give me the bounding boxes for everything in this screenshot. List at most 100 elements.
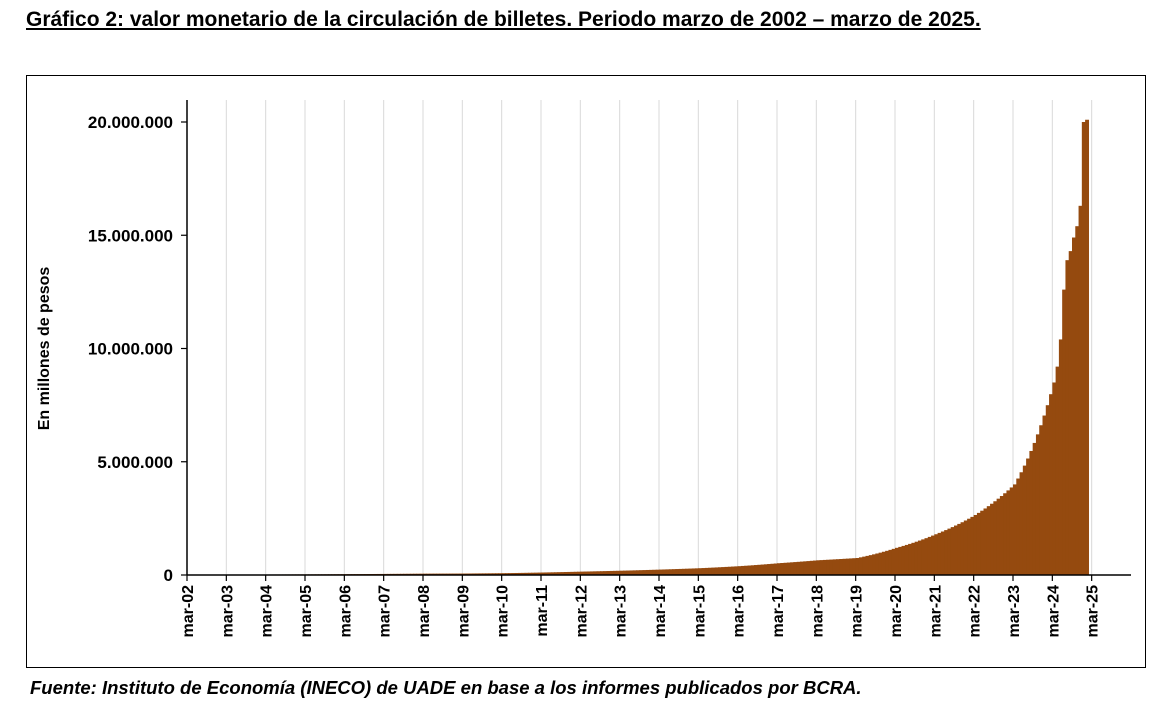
bar bbox=[1058, 339, 1063, 575]
x-tick-label: mar-23 bbox=[1006, 585, 1023, 638]
bar bbox=[862, 556, 867, 575]
bar bbox=[711, 567, 716, 575]
bar bbox=[976, 512, 981, 575]
bar bbox=[819, 560, 824, 575]
bar bbox=[822, 559, 827, 575]
bar bbox=[704, 567, 709, 575]
bar bbox=[724, 566, 729, 575]
bar bbox=[1052, 382, 1057, 575]
bar bbox=[622, 570, 627, 575]
bar bbox=[557, 572, 562, 575]
bar bbox=[468, 573, 473, 575]
x-tick-label: mar-19 bbox=[849, 585, 866, 638]
x-tick-label: mar-22 bbox=[967, 585, 984, 638]
bar bbox=[563, 572, 568, 575]
bar bbox=[600, 571, 604, 575]
bar bbox=[668, 569, 673, 575]
bar bbox=[1013, 484, 1017, 575]
bar bbox=[927, 536, 932, 575]
bar bbox=[511, 573, 516, 575]
bar bbox=[475, 573, 480, 575]
bar bbox=[636, 570, 640, 575]
bar bbox=[944, 530, 949, 575]
bar bbox=[1006, 490, 1011, 575]
y-tick-label: 0 bbox=[164, 566, 173, 585]
bar bbox=[701, 568, 706, 575]
bar bbox=[983, 508, 988, 575]
x-tick-label: mar-12 bbox=[573, 585, 590, 638]
x-tick-label: mar-05 bbox=[298, 585, 315, 638]
bar bbox=[881, 551, 886, 575]
x-tick-label: mar-09 bbox=[455, 585, 472, 638]
bar bbox=[1029, 450, 1034, 575]
bar bbox=[1068, 251, 1073, 576]
bar bbox=[875, 553, 880, 575]
bar bbox=[878, 552, 883, 575]
bar bbox=[613, 570, 617, 575]
bar bbox=[737, 566, 742, 575]
bar bbox=[1032, 442, 1037, 575]
bar bbox=[829, 559, 834, 575]
bar bbox=[760, 564, 765, 575]
bar bbox=[695, 568, 699, 575]
bar bbox=[990, 503, 994, 575]
bar bbox=[947, 528, 952, 575]
bar bbox=[675, 569, 680, 575]
bar bbox=[485, 573, 490, 575]
bar bbox=[662, 569, 667, 575]
bar bbox=[849, 558, 853, 575]
bar bbox=[606, 571, 611, 575]
bar bbox=[691, 568, 696, 575]
bar bbox=[560, 572, 565, 575]
bar bbox=[718, 567, 722, 575]
bar bbox=[767, 564, 772, 575]
bar bbox=[1009, 487, 1014, 575]
x-tick-label: mar-06 bbox=[337, 585, 354, 638]
bar bbox=[888, 549, 893, 575]
bar bbox=[898, 546, 903, 575]
source-note: Fuente: Instituto de Economía (INECO) de… bbox=[30, 677, 862, 698]
bar bbox=[1078, 205, 1083, 575]
bar bbox=[593, 571, 598, 575]
bar bbox=[934, 534, 939, 575]
bar bbox=[858, 557, 863, 575]
bar bbox=[698, 568, 703, 575]
bar bbox=[672, 569, 676, 575]
bar bbox=[914, 541, 919, 575]
bar bbox=[895, 547, 899, 575]
bar bbox=[541, 572, 545, 575]
bar bbox=[678, 568, 683, 575]
y-tick-label: 5.000.000 bbox=[97, 453, 173, 472]
bar bbox=[580, 571, 585, 575]
bar bbox=[577, 571, 581, 575]
x-tick-label: mar-03 bbox=[219, 585, 236, 638]
bar bbox=[921, 539, 926, 575]
bar bbox=[744, 565, 749, 575]
bar bbox=[554, 572, 558, 575]
bar bbox=[891, 548, 896, 575]
bar bbox=[544, 572, 549, 575]
bar bbox=[813, 560, 817, 575]
bar bbox=[567, 571, 572, 575]
bar bbox=[685, 568, 690, 575]
bar bbox=[537, 572, 542, 575]
bar bbox=[1065, 260, 1070, 575]
bar bbox=[799, 561, 804, 575]
chart-frame: 0 5.000.000 10.000.000 15.000.000 20.000.000… bbox=[26, 75, 1146, 668]
bar bbox=[747, 565, 752, 575]
bar bbox=[986, 506, 991, 575]
x-tick-label: mar-14 bbox=[652, 585, 669, 638]
bar bbox=[665, 569, 670, 575]
bar bbox=[911, 542, 916, 575]
bar bbox=[1019, 472, 1024, 575]
bar bbox=[534, 572, 539, 575]
bar bbox=[714, 567, 719, 575]
bar bbox=[488, 573, 493, 575]
x-tick-label: mar-08 bbox=[416, 585, 433, 638]
bar bbox=[521, 572, 526, 575]
y-tick-label: 20.000.000 bbox=[88, 113, 173, 132]
bar bbox=[793, 562, 798, 575]
bar bbox=[839, 559, 844, 575]
bar bbox=[626, 570, 631, 575]
bar bbox=[786, 562, 791, 575]
